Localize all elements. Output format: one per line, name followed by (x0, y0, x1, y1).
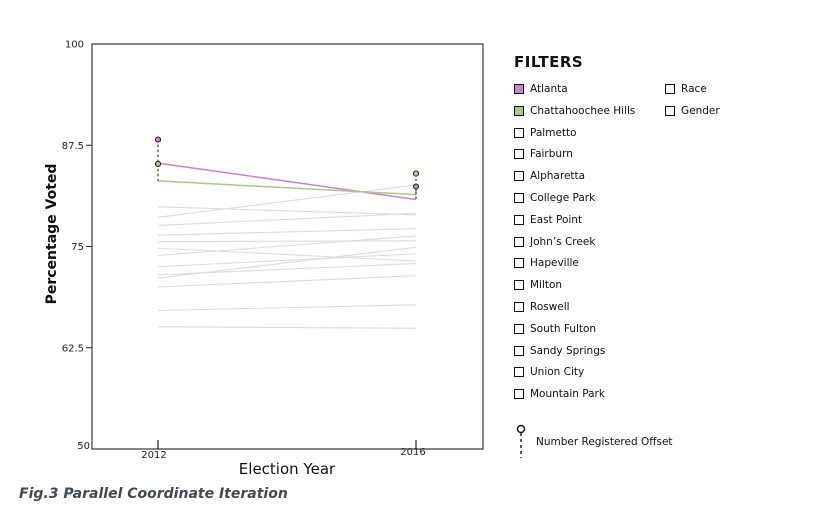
checkbox[interactable] (514, 84, 524, 94)
filter-fairburn[interactable]: Fairburn (514, 144, 573, 164)
filters-panel: FILTERS Atlanta Chattahoochee Hills Palmet… (512, 50, 802, 470)
filter-label: Sandy Springs (530, 344, 606, 357)
filter-label: Union City (530, 366, 585, 379)
filter-label: Chattahoochee Hills (530, 104, 636, 117)
checkbox[interactable] (514, 323, 524, 334)
checkbox[interactable] (514, 105, 524, 116)
series-line-chattahoochee-hills[interactable] (157, 180, 417, 196)
series-line-south-fulton[interactable] (157, 246, 417, 279)
filter-label: Roswell (530, 301, 570, 313)
y-tick-label: 100 (65, 40, 84, 51)
y-tick-label: 62.5 (62, 343, 84, 354)
filter-label: John’s Creek (530, 235, 596, 248)
filter-south-fulton[interactable]: South Fulton (514, 319, 596, 339)
filter-label: Gender (681, 104, 720, 117)
filter-label: Alpharetta (530, 170, 586, 183)
filter-sandy-springs[interactable]: Sandy Springs (514, 341, 605, 361)
series-lines (157, 162, 417, 329)
x-axis-title: Election Year (239, 460, 336, 478)
filter-east-point[interactable]: East Point (514, 210, 582, 230)
series-line-mountain-park[interactable] (157, 326, 417, 329)
checkbox[interactable] (514, 345, 524, 356)
series-line-atlanta[interactable] (157, 162, 417, 201)
filter-gender[interactable]: Gender (665, 101, 720, 121)
checkbox[interactable] (514, 149, 524, 160)
series-line-union-city[interactable] (157, 304, 417, 312)
filter-race[interactable]: Race (665, 79, 707, 99)
checkbox[interactable] (514, 367, 524, 378)
filters-title: FILTERS (514, 53, 584, 71)
series-line-east-point[interactable] (157, 240, 417, 243)
offset-dot-atlanta[interactable] (412, 183, 420, 190)
registered-offset-markers (154, 136, 420, 200)
filter-label: South Fulton (530, 322, 597, 335)
checkbox[interactable] (514, 193, 524, 203)
filter-chattahoochee-hills[interactable]: Chattahoochee Hills (514, 101, 635, 121)
filter-union-city[interactable]: Union City (514, 362, 584, 382)
series-line-college-park[interactable] (157, 228, 417, 236)
x-tick-2016: 2016 (400, 447, 425, 458)
checkbox[interactable] (514, 214, 524, 225)
filter-label: College Park (530, 192, 596, 204)
series-line-hapeville[interactable] (157, 235, 417, 256)
filter-hapeville[interactable]: Hapeville (514, 253, 579, 273)
filter-label: Atlanta (530, 83, 568, 95)
filter-label: Race (681, 83, 707, 95)
checkbox[interactable] (514, 127, 524, 138)
y-axis-title: Percentage Voted (44, 164, 60, 305)
checkbox[interactable] (514, 302, 524, 312)
filter-college-park[interactable]: College Park (514, 188, 595, 208)
checkbox[interactable] (514, 258, 524, 269)
offset-legend-label: Number Registered Offset (536, 436, 673, 448)
offset-dot-chattahoochee-hills[interactable] (412, 170, 420, 177)
series-line-palmetto[interactable] (157, 206, 417, 216)
filter-milton[interactable]: Milton (514, 275, 562, 295)
filter-label: Hapeville (530, 257, 579, 270)
offset-dot-atlanta[interactable] (154, 136, 162, 143)
filter-john-s-creek[interactable]: John’s Creek (514, 232, 595, 252)
checkbox[interactable] (514, 236, 524, 247)
filter-mountain-park[interactable]: Mountain Park (514, 384, 605, 404)
checkbox[interactable] (665, 84, 675, 94)
offset-marker-icon (516, 424, 526, 458)
checkbox[interactable] (514, 171, 524, 182)
series-line-alpharetta[interactable] (157, 212, 417, 226)
y-tick-label: 87.5 (62, 141, 84, 152)
checkbox[interactable] (514, 280, 524, 291)
checkbox[interactable] (665, 105, 675, 116)
filter-label: Milton (530, 279, 563, 292)
series-line-sandy-springs[interactable] (157, 275, 417, 288)
x-tick-2012: 2012 (141, 450, 166, 461)
offset-dot-chattahoochee-hills[interactable] (154, 160, 162, 167)
filter-label: Mountain Park (530, 388, 605, 401)
series-line-fairburn[interactable] (157, 184, 417, 218)
series-line-milton[interactable] (157, 253, 417, 268)
checkbox[interactable] (514, 389, 524, 400)
filter-alpharetta[interactable]: Alpharetta (514, 166, 585, 186)
offset-legend: Number Registered Offset (514, 424, 673, 460)
plot-area-border (91, 43, 484, 450)
filter-roswell[interactable]: Roswell (514, 297, 570, 317)
filter-label: Palmetto (530, 126, 577, 139)
series-line-john-s-creek[interactable] (157, 247, 417, 262)
y-tick-label: 75 (71, 242, 84, 253)
filter-label: Fairburn (530, 148, 573, 161)
filter-label: East Point (530, 213, 583, 226)
chart-frame (91, 43, 484, 450)
figure-caption: Fig.3 Parallel Coordinate Iteration (19, 486, 288, 502)
y-tick-label: 50 (77, 441, 90, 452)
filter-atlanta[interactable]: Atlanta (514, 79, 568, 99)
y-ticks: 100 87.5 75 62.5 50 (62, 40, 92, 452)
filter-palmetto[interactable]: Palmetto (514, 123, 577, 143)
